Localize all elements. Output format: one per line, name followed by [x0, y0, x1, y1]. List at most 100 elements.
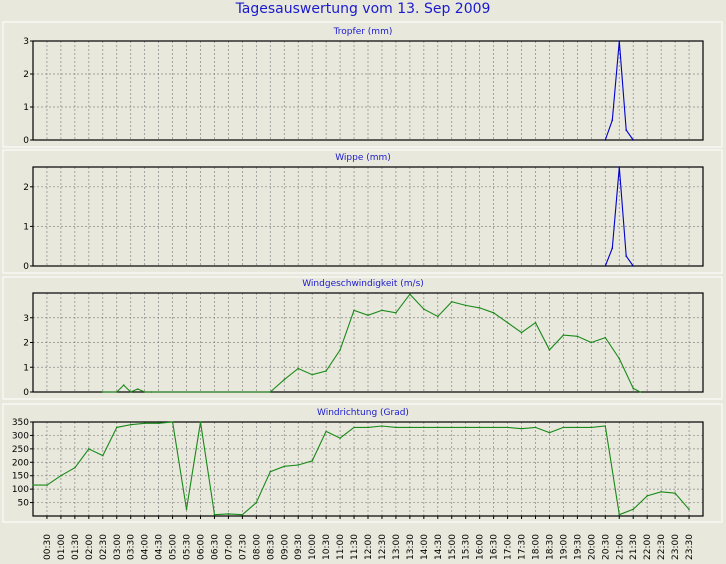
panel-4-data-point — [143, 422, 146, 425]
xtick-label: 16:00 — [476, 534, 486, 560]
panel-4-data-point — [618, 513, 621, 516]
panel-3-frame — [2, 276, 723, 400]
panel-4-data-point — [32, 484, 34, 486]
panel-3-data-point — [339, 349, 341, 351]
panel-3-ytick-label: 0 — [23, 388, 29, 398]
panel-4-data-point — [632, 508, 635, 511]
panel-1-data-point — [618, 40, 621, 42]
xtick-label: 22:00 — [643, 534, 653, 560]
panel-4-data-point — [227, 513, 230, 515]
panel-2-axes-frame — [32, 166, 704, 267]
panel-4-data-point — [548, 431, 551, 434]
panel-4-data-point — [353, 426, 355, 429]
panel-2-ytick-label: 0 — [23, 262, 29, 272]
panel-4-ytick-label: 150 — [12, 472, 29, 482]
panel-3-data-point — [136, 388, 139, 390]
panel-3-title: Windgeschwindigkeit (m/s) — [302, 279, 424, 289]
panel-1-title: Tropfer (mm) — [333, 27, 393, 37]
panel-3-data-point — [464, 304, 467, 307]
panel-4-data-point — [674, 492, 676, 494]
panel-4-data-point — [436, 426, 439, 429]
panel-4-data-point — [283, 465, 286, 468]
page-title: Tagesauswertung vom 13. Sep 2009 — [235, 1, 491, 17]
panel-3-data-point — [639, 391, 641, 393]
panel-4-data-point — [450, 426, 453, 429]
panel-4-data-point — [199, 421, 202, 423]
panel-2-frame — [2, 149, 723, 274]
xtick-label: 04:00 — [141, 534, 151, 560]
xtick-label: 06:30 — [210, 534, 220, 560]
xtick-label: 14:30 — [434, 534, 444, 560]
panel-2-data-point — [604, 265, 607, 267]
panel-3-ytick-label: 3 — [23, 314, 29, 324]
panel-3-data-point — [129, 391, 132, 393]
panel-4-ytick-label: 50 — [18, 499, 30, 509]
panel-3-data-point — [367, 314, 369, 317]
xtick-label: 13:30 — [406, 534, 416, 560]
panel-4-data-point — [367, 426, 369, 429]
xtick-label: 09:00 — [280, 534, 290, 560]
xtick-label: 05:00 — [169, 534, 179, 560]
xtick-label: 23:00 — [671, 534, 681, 560]
panel-4-data-point — [157, 422, 160, 425]
xtick-label: 09:30 — [294, 534, 304, 560]
panel-4-data-point — [311, 460, 313, 462]
panel-4-title: Windrichtung (Grad) — [317, 408, 409, 418]
panel-4-ytick-label: 100 — [12, 485, 29, 495]
xtick-label: 02:00 — [85, 534, 95, 560]
panel-2-data-point — [611, 247, 614, 249]
panel-4-data-point — [171, 421, 174, 423]
xtick-label: 11:00 — [336, 534, 346, 560]
panel-1-data-point — [611, 119, 614, 121]
panel-3-data-point — [395, 312, 397, 314]
panel-4-data-point — [478, 426, 481, 429]
panel-3-data-point — [548, 349, 551, 351]
xtick-label: 05:30 — [183, 534, 193, 560]
panel-4-data-point — [381, 425, 383, 427]
panel-3-data-point — [534, 321, 537, 324]
panel-4-data-point — [534, 426, 537, 429]
xtick-label: 08:00 — [252, 534, 262, 560]
panel-3-data-point — [115, 391, 118, 393]
xtick-label: 23:30 — [685, 534, 695, 560]
xtick-label: 17:30 — [518, 534, 528, 560]
panel-4-data-point — [60, 474, 62, 477]
panel-1-data-point — [625, 129, 628, 131]
panel-4-series-line — [33, 421, 690, 516]
panel-2-ytick-label: 2 — [23, 183, 29, 193]
panel-3-data-point — [590, 341, 593, 344]
panel-4-data-point — [101, 454, 104, 457]
xtick-label: 16:30 — [490, 534, 500, 560]
panel-4-data-point — [464, 426, 467, 429]
panel-4-ytick-label: 200 — [12, 458, 29, 468]
panel-3-data-point — [269, 391, 272, 393]
xtick-label: 22:30 — [657, 534, 667, 560]
panel-4-data-point — [339, 437, 341, 439]
panel-2-data-point — [632, 265, 635, 267]
panel-4-data-point — [423, 426, 425, 429]
panel-4-data-point — [129, 423, 132, 426]
panel-3-data-point — [353, 309, 355, 312]
panel-4-data-point — [562, 426, 565, 429]
panel-4-data-point — [409, 426, 411, 429]
panel-4-data-point — [646, 495, 648, 497]
panel-3-data-point — [520, 331, 523, 334]
xtick-label: 19:00 — [559, 534, 569, 560]
panel-4-data-point — [492, 426, 495, 429]
panel-1-data-point — [632, 139, 635, 141]
xtick-label: 08:30 — [266, 534, 276, 560]
panel-3-axes-frame — [32, 292, 704, 393]
panel-3-data-point — [297, 367, 300, 370]
panel-4-frame — [2, 403, 723, 523]
xtick-label: 07:30 — [238, 534, 248, 560]
panel-3-data-point — [122, 384, 125, 386]
panel-3-ytick-label: 2 — [23, 339, 29, 349]
xtick-label: 10:30 — [322, 534, 332, 560]
panel-1-data-point — [604, 139, 607, 141]
panel-3-data-point — [150, 391, 153, 393]
xtick-label: 01:30 — [71, 534, 81, 560]
panel-4-data-point — [520, 427, 523, 430]
panel-4-data-point — [395, 426, 397, 429]
